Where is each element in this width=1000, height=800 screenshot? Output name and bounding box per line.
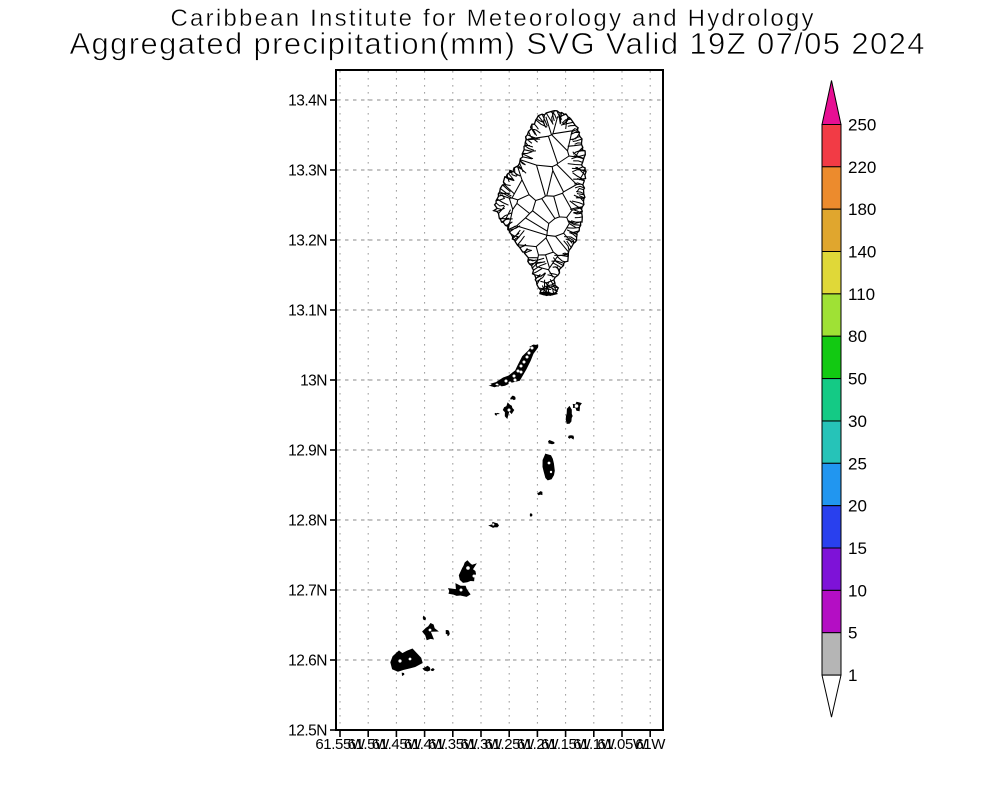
svg-text:61W: 61W: [635, 736, 666, 753]
svg-text:12.7N: 12.7N: [288, 583, 327, 600]
svg-text:61.2W: 61.2W: [517, 736, 560, 753]
svg-text:61.15W: 61.15W: [541, 736, 592, 753]
svg-text:61.55W: 61.55W: [315, 736, 366, 753]
svg-text:30: 30: [848, 412, 867, 431]
svg-text:5: 5: [848, 624, 857, 643]
svg-text:13.3N: 13.3N: [288, 163, 327, 180]
svg-text:1: 1: [848, 666, 857, 685]
svg-text:20: 20: [848, 497, 867, 516]
svg-text:61.25W: 61.25W: [485, 736, 536, 753]
svg-text:12.8N: 12.8N: [288, 513, 327, 530]
svg-text:12.9N: 12.9N: [288, 443, 327, 460]
svg-text:110: 110: [848, 285, 875, 304]
svg-text:12.6N: 12.6N: [288, 653, 327, 670]
svg-text:180: 180: [848, 200, 876, 219]
svg-text:61.35W: 61.35W: [428, 736, 479, 753]
svg-text:Aggregated precipitation(mm) S: Aggregated precipitation(mm) SVG Valid 1…: [70, 26, 925, 61]
svg-text:250: 250: [848, 116, 876, 135]
svg-text:61.3W: 61.3W: [460, 736, 503, 753]
svg-text:13N: 13N: [300, 373, 327, 390]
svg-text:140: 140: [848, 243, 876, 262]
svg-text:13.1N: 13.1N: [288, 303, 327, 320]
svg-text:61.45W: 61.45W: [372, 736, 423, 753]
svg-text:61.1W: 61.1W: [573, 736, 616, 753]
svg-text:50: 50: [848, 370, 867, 389]
svg-text:220: 220: [848, 158, 876, 177]
svg-text:61.5W: 61.5W: [348, 736, 391, 753]
svg-text:13.4N: 13.4N: [288, 93, 327, 110]
svg-text:12.5N: 12.5N: [288, 723, 327, 740]
svg-text:61.05W: 61.05W: [597, 736, 648, 753]
svg-text:13.2N: 13.2N: [288, 233, 327, 250]
svg-text:Caribbean Institute for Meteor: Caribbean Institute for Meteorology and …: [171, 5, 814, 32]
svg-text:10: 10: [848, 581, 867, 600]
svg-text:15: 15: [848, 539, 867, 558]
svg-text:80: 80: [848, 327, 867, 346]
svg-text:61.4W: 61.4W: [404, 736, 447, 753]
svg-text:25: 25: [848, 454, 867, 473]
